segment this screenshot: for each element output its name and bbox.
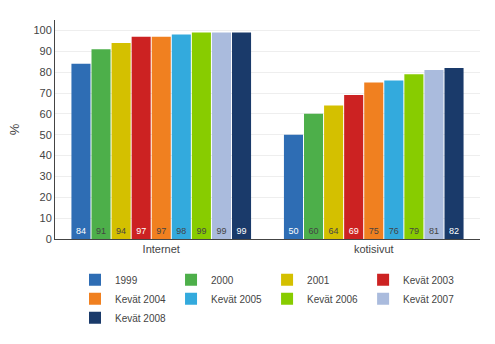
svg-text:%: %: [7, 123, 22, 135]
svg-text:97: 97: [156, 226, 166, 236]
svg-text:70: 70: [40, 87, 52, 99]
svg-text:82: 82: [449, 226, 459, 236]
svg-text:kotisivut: kotisivut: [354, 243, 394, 255]
svg-text:90: 90: [40, 45, 52, 57]
svg-text:99: 99: [237, 226, 247, 236]
svg-text:80: 80: [40, 66, 52, 78]
svg-text:30: 30: [40, 170, 52, 182]
svg-text:75: 75: [369, 226, 379, 236]
svg-text:50: 50: [288, 226, 298, 236]
svg-text:99: 99: [216, 226, 226, 236]
svg-text:60: 60: [40, 108, 52, 120]
svg-text:100: 100: [33, 24, 51, 36]
svg-text:79: 79: [409, 226, 419, 236]
svg-text:Kevät 2007: Kevät 2007: [403, 294, 454, 305]
svg-text:Kevät 2005: Kevät 2005: [211, 294, 262, 305]
svg-text:Internet: Internet: [143, 243, 180, 255]
svg-text:60: 60: [309, 226, 319, 236]
svg-text:1999: 1999: [115, 275, 138, 286]
svg-text:50: 50: [40, 129, 52, 141]
svg-text:Kevät 2004: Kevät 2004: [115, 294, 166, 305]
svg-text:81: 81: [429, 226, 439, 236]
svg-text:Kevät 2003: Kevät 2003: [403, 275, 454, 286]
svg-text:97: 97: [136, 226, 146, 236]
svg-text:0: 0: [46, 233, 52, 245]
svg-text:76: 76: [389, 226, 399, 236]
svg-text:Kevät 2008: Kevät 2008: [115, 313, 166, 324]
svg-text:10: 10: [40, 212, 52, 224]
svg-text:2000: 2000: [211, 275, 234, 286]
svg-text:Kevät 2006: Kevät 2006: [307, 294, 358, 305]
svg-text:84: 84: [76, 226, 86, 236]
svg-text:99: 99: [196, 226, 206, 236]
svg-text:40: 40: [40, 149, 52, 161]
svg-text:20: 20: [40, 191, 52, 203]
svg-text:64: 64: [329, 226, 339, 236]
svg-text:69: 69: [349, 226, 359, 236]
svg-text:2001: 2001: [307, 275, 330, 286]
svg-text:91: 91: [96, 226, 106, 236]
svg-text:94: 94: [116, 226, 126, 236]
svg-text:98: 98: [176, 226, 186, 236]
